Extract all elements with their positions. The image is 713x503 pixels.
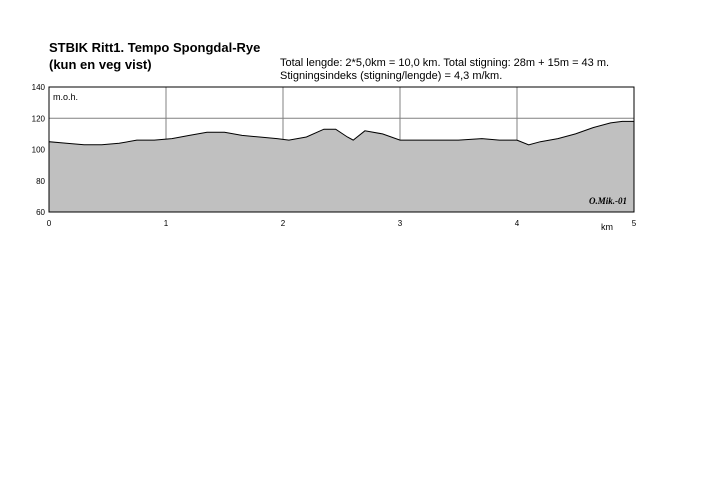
y-axis-label: m.o.h.	[53, 92, 78, 102]
x-tick-label: 5	[632, 219, 637, 228]
plot-frame	[48, 86, 635, 213]
x-tick-label: 3	[398, 219, 403, 228]
y-tick-label: 100	[32, 146, 46, 155]
x-tick-label: 2	[281, 219, 286, 228]
chart-title: STBIK Ritt1. Tempo Spongdal-Rye (kun en …	[49, 39, 260, 73]
x-tick-label: 4	[515, 219, 520, 228]
title-line-2: (kun en veg vist)	[49, 57, 152, 72]
info-line-1: Total lengde: 2*5,0km = 10,0 km. Total s…	[280, 57, 610, 69]
elevation-area	[48, 120, 635, 213]
tick-layer: 0 1 2 3 4 5 60 80 100 120 140	[32, 83, 637, 228]
signature: O.Mik.-01	[589, 196, 627, 206]
route-info: Total lengde: 2*5,0km = 10,0 km. Total s…	[280, 57, 609, 83]
x-axis-label: km	[601, 222, 613, 232]
x-tick-label: 1	[164, 219, 169, 228]
title-line-1: STBIK Ritt1. Tempo Spongdal-Rye	[49, 40, 261, 55]
y-tick-label: 140	[32, 83, 46, 92]
y-tick-label: 120	[32, 114, 46, 123]
x-tick-label: 0	[47, 219, 52, 228]
y-tick-label: 60	[36, 208, 45, 217]
y-tick-label: 80	[36, 177, 45, 186]
info-line-2: Stigningsindeks (stigning/lengde) = 4,3 …	[280, 70, 503, 82]
